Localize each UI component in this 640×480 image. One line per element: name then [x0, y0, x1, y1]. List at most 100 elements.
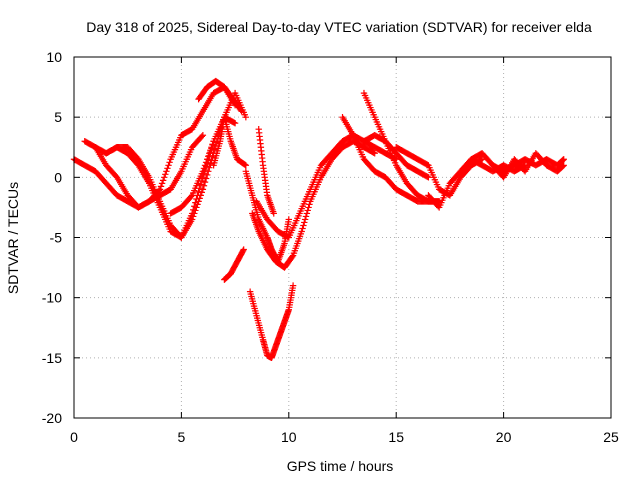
y-tick-label: 5	[54, 109, 62, 125]
data-point	[190, 213, 197, 220]
series-sat-f	[195, 77, 245, 115]
data-point	[157, 183, 165, 190]
series-sat-d	[103, 89, 250, 241]
data-point	[209, 141, 216, 148]
data-point	[205, 153, 212, 160]
x-tick-label: 5	[178, 429, 186, 445]
data-point	[199, 168, 207, 175]
y-axis-label: SDTVAR / TECUs	[5, 182, 21, 294]
data-point	[162, 171, 169, 178]
data-point	[200, 182, 208, 189]
x-tick-label: 20	[496, 429, 512, 445]
x-axis-label: GPS time / hours	[287, 458, 394, 474]
data-point	[299, 225, 306, 232]
data-point	[289, 253, 296, 260]
data-point	[239, 247, 247, 254]
data-point	[424, 173, 431, 180]
data-point	[202, 175, 210, 182]
data-point	[198, 133, 206, 140]
data-point	[201, 178, 209, 186]
data-point	[199, 132, 207, 139]
data-point	[194, 201, 201, 208]
series-sat-p	[360, 132, 432, 181]
data-point	[559, 156, 567, 164]
series-sat-g	[210, 113, 250, 169]
data-point	[207, 147, 214, 154]
data-point	[164, 165, 171, 172]
data-point	[199, 186, 207, 193]
data-point	[304, 207, 311, 214]
data-point	[306, 201, 313, 208]
data-point	[230, 119, 238, 126]
data-point	[298, 228, 305, 235]
data-point	[158, 180, 166, 187]
data-point	[193, 204, 200, 211]
data-point	[285, 216, 292, 223]
data-point	[241, 161, 249, 168]
data-point	[159, 177, 167, 184]
data-point	[201, 162, 209, 169]
y-tick-label: -15	[42, 350, 62, 366]
data-point	[156, 186, 164, 193]
data-point	[166, 159, 173, 166]
chart-title: Day 318 of 2025, Sidereal Day-to-day VTE…	[86, 19, 592, 35]
grid-lines	[74, 57, 611, 418]
data-point	[202, 159, 210, 166]
data-point	[303, 210, 311, 217]
data-point	[161, 174, 168, 181]
series-sat-i	[242, 168, 292, 265]
data-point	[302, 213, 310, 220]
data-point	[301, 219, 308, 226]
data-point	[242, 162, 250, 169]
data-point	[305, 204, 312, 211]
data-point	[242, 113, 250, 121]
data-point	[208, 144, 215, 151]
data-point	[206, 150, 213, 157]
data-point	[207, 160, 214, 168]
data-point	[240, 246, 247, 253]
data-points	[70, 77, 567, 362]
data-point	[155, 187, 163, 194]
data-point	[289, 282, 297, 289]
data-point	[197, 192, 204, 199]
series-sat-k	[249, 138, 378, 271]
data-point	[188, 216, 196, 223]
data-point	[560, 162, 567, 169]
data-point	[371, 150, 378, 157]
data-point	[370, 149, 377, 156]
data-point	[196, 195, 203, 202]
data-point	[165, 162, 172, 169]
data-point	[560, 156, 567, 163]
data-point	[205, 168, 212, 175]
data-point	[231, 119, 239, 127]
data-point	[559, 157, 566, 164]
x-tick-label: 10	[281, 429, 297, 445]
data-point	[209, 153, 216, 161]
series-sat-h	[221, 246, 247, 283]
data-point	[478, 156, 486, 163]
data-point	[163, 168, 170, 175]
data-point	[301, 216, 309, 223]
series-sat-j	[246, 282, 297, 362]
y-tick-label: 0	[54, 169, 62, 185]
data-point	[237, 106, 244, 114]
data-point	[187, 193, 195, 200]
y-tick-label: -20	[42, 410, 62, 426]
data-point	[559, 162, 567, 170]
series-sat-q	[393, 144, 486, 199]
x-tick-label: 15	[388, 429, 404, 445]
data-point	[191, 210, 198, 217]
data-point	[300, 222, 307, 229]
data-point	[425, 174, 432, 181]
data-point	[203, 156, 211, 163]
series-sat-m	[255, 126, 277, 217]
data-point	[559, 163, 566, 170]
data-point	[197, 181, 204, 188]
series-sat-l	[253, 132, 400, 241]
data-point	[195, 198, 202, 205]
series-sat-t	[489, 156, 567, 175]
data-point	[198, 189, 206, 196]
y-tick-label: -5	[50, 230, 63, 246]
data-point	[211, 146, 218, 153]
data-point	[270, 210, 277, 217]
